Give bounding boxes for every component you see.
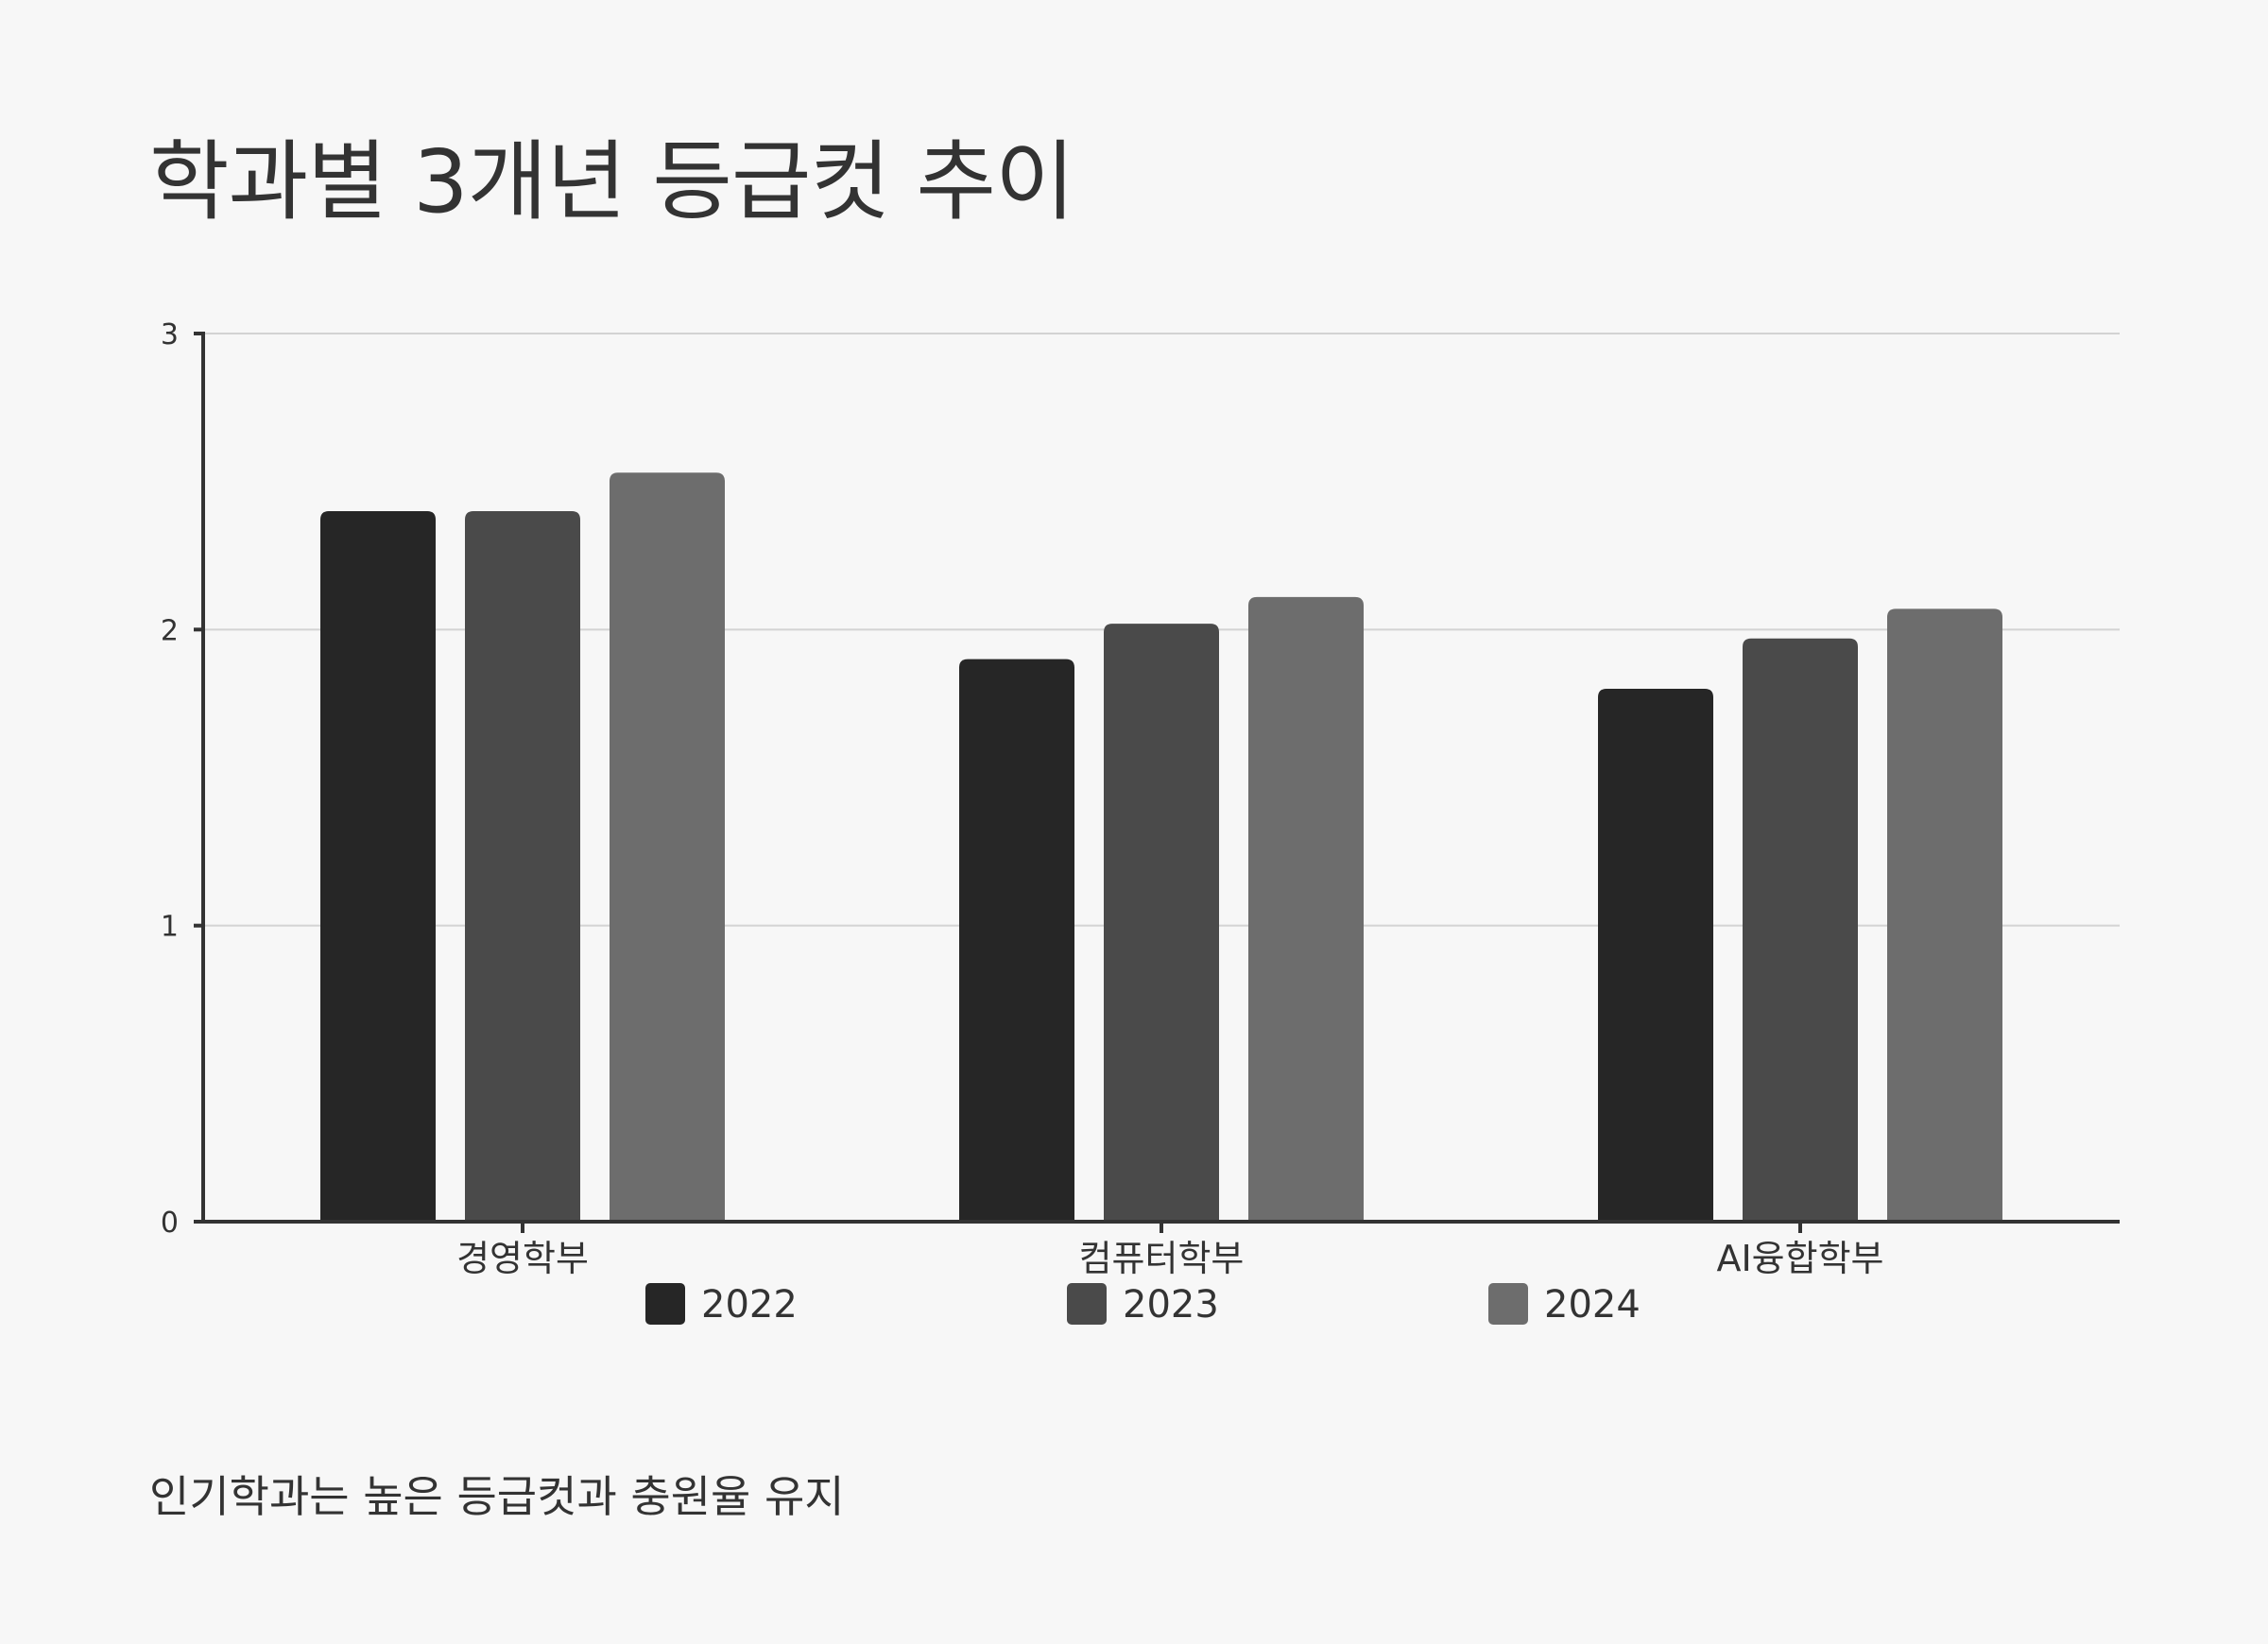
legend-swatch-2024 [1488,1283,1528,1325]
x-category-label: 컴퓨터학부 [1079,1238,1245,1279]
bar-2022-0 [320,511,436,1222]
bar-2022-1 [959,659,1074,1222]
legend: 2022 2023 2024 [645,1283,1641,1327]
x-category-label: 경영학부 [456,1238,589,1279]
bar-2023-1 [1104,624,1219,1222]
bar-2024-0 [610,472,725,1222]
bars [320,472,2002,1222]
y-tick-label: 3 [161,318,179,351]
bar-chart: 0 1 2 3 경영학부 컴퓨터학부 AI융합학부 2022 2023 2024 [161,318,2120,1327]
bar-2024-1 [1248,596,1364,1222]
chart-caption: 인기학과는 높은 등급컷과 충원율 유지 [149,1471,845,1522]
x-category-label: AI융합학부 [1716,1238,1883,1279]
axes: 0 1 2 3 경영학부 컴퓨터학부 AI융합학부 [161,318,2120,1279]
y-tick-label: 2 [161,614,179,647]
legend-label-2024: 2024 [1544,1283,1641,1327]
bar-2023-2 [1743,638,1858,1222]
legend-swatch-2023 [1067,1283,1107,1325]
legend-label-2023: 2023 [1123,1283,1219,1327]
bar-2024-2 [1887,608,2002,1222]
bar-2023-0 [465,511,580,1222]
y-tick-label: 0 [161,1207,179,1240]
legend-label-2022: 2022 [701,1283,798,1327]
bar-2022-2 [1598,689,1713,1222]
legend-swatch-2022 [645,1283,685,1325]
chart-title: 학과별 3개년 등급컷 추이 [149,131,1075,232]
y-tick-label: 1 [161,911,179,944]
